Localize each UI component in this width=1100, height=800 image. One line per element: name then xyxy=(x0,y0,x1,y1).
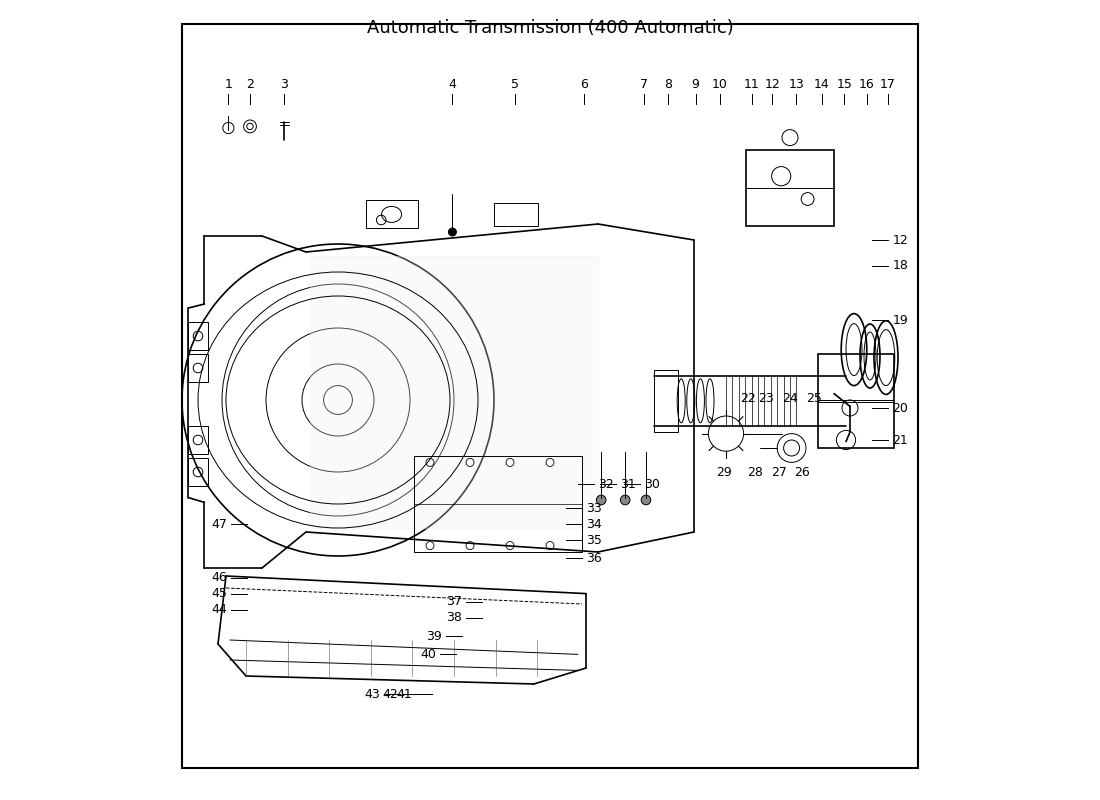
Text: 37: 37 xyxy=(447,595,462,608)
Text: 3: 3 xyxy=(280,78,288,90)
Text: 44: 44 xyxy=(211,603,227,616)
Text: 24: 24 xyxy=(782,392,797,405)
Text: 22: 22 xyxy=(740,392,757,405)
Text: 7: 7 xyxy=(640,78,648,90)
Text: 26: 26 xyxy=(794,466,810,478)
Text: 31: 31 xyxy=(620,478,636,490)
Text: 43: 43 xyxy=(364,688,381,701)
Text: 12: 12 xyxy=(892,234,909,246)
Text: 38: 38 xyxy=(447,611,462,624)
Text: 36: 36 xyxy=(586,552,602,565)
Text: 14: 14 xyxy=(814,78,829,90)
Text: 25: 25 xyxy=(806,392,822,405)
Circle shape xyxy=(620,495,630,505)
Text: 42: 42 xyxy=(383,688,398,701)
Text: 12: 12 xyxy=(764,78,780,90)
Text: 5: 5 xyxy=(510,78,519,90)
Text: 8: 8 xyxy=(664,78,672,90)
Circle shape xyxy=(449,228,456,236)
Text: 15: 15 xyxy=(836,78,852,90)
Text: 41: 41 xyxy=(397,688,412,701)
Text: 23: 23 xyxy=(758,392,774,405)
Text: 28: 28 xyxy=(747,466,762,478)
Text: 45: 45 xyxy=(211,587,227,600)
Text: 33: 33 xyxy=(586,502,602,514)
Text: 46: 46 xyxy=(211,571,227,584)
Text: 35: 35 xyxy=(586,534,602,546)
Text: 1: 1 xyxy=(224,78,232,90)
Text: 10: 10 xyxy=(712,78,727,90)
Text: 13: 13 xyxy=(789,78,804,90)
Text: 9: 9 xyxy=(692,78,700,90)
Text: 39: 39 xyxy=(427,630,442,642)
Text: 27: 27 xyxy=(771,466,786,478)
Text: 29: 29 xyxy=(716,466,733,478)
Text: 4: 4 xyxy=(449,78,456,90)
Circle shape xyxy=(641,495,651,505)
Text: 11: 11 xyxy=(744,78,759,90)
Text: 34: 34 xyxy=(586,518,602,530)
Text: Automatic Transmission (400 Automatic): Automatic Transmission (400 Automatic) xyxy=(366,19,734,37)
Text: 2: 2 xyxy=(246,78,254,90)
Text: 6: 6 xyxy=(580,78,587,90)
Text: 40: 40 xyxy=(420,648,437,661)
Text: 18: 18 xyxy=(892,259,909,272)
Text: 17: 17 xyxy=(880,78,895,90)
Text: 16: 16 xyxy=(859,78,874,90)
Circle shape xyxy=(596,495,606,505)
Text: 32: 32 xyxy=(598,478,614,490)
Text: 20: 20 xyxy=(892,402,909,414)
Text: 21: 21 xyxy=(892,434,909,446)
Text: 30: 30 xyxy=(645,478,660,490)
Text: 47: 47 xyxy=(211,518,227,530)
Text: 19: 19 xyxy=(892,314,909,326)
